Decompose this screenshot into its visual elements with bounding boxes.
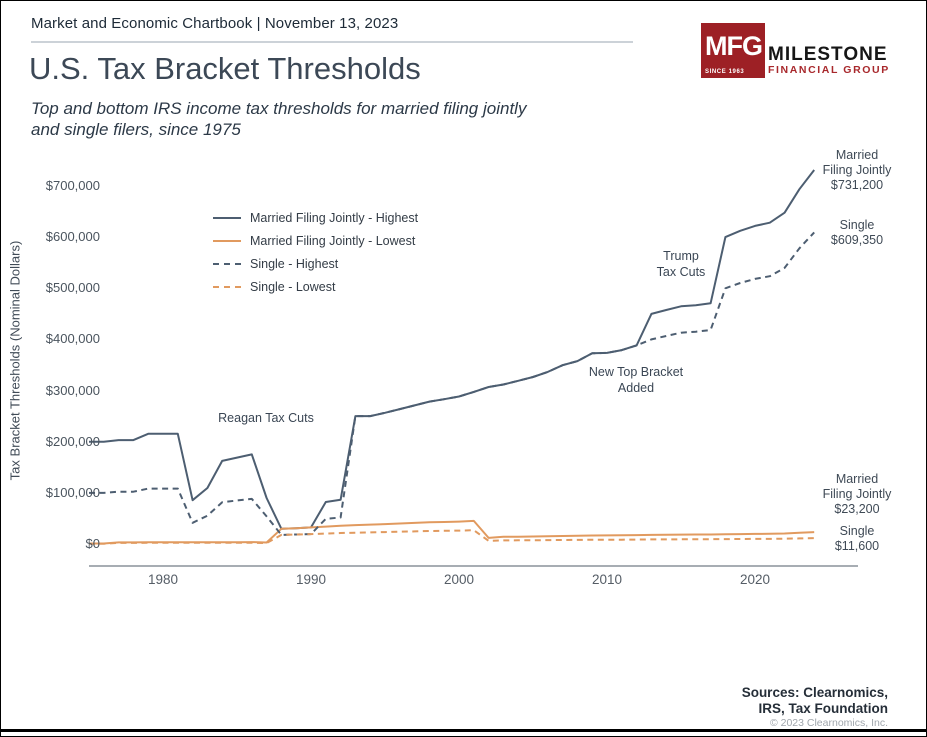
x-tick-label: 2020	[739, 572, 771, 587]
page-subtitle: Top and bottom IRS income tax thresholds…	[31, 99, 527, 139]
y-tick-label: $100,000	[45, 484, 100, 500]
legend-swatch-solid-line	[213, 216, 241, 219]
mfg-logo: MFG SINCE 1963 MILESTONE FINANCIAL GROUP	[701, 23, 890, 78]
legend-swatch-dashed-line	[213, 285, 241, 288]
y-tick-label: $200,000	[45, 433, 100, 449]
y-tick-label: $300,000	[45, 382, 100, 398]
bottom-rule	[1, 729, 926, 732]
copyright-text: © 2023 Clearnomics, Inc.	[769, 717, 888, 729]
legend-swatch-solid-line	[213, 239, 241, 242]
legend-item: Married Filing Jointly - Highest	[213, 206, 418, 229]
mfg-logo-text: MILESTONE FINANCIAL GROUP	[768, 45, 890, 78]
legend-item: Married Filing Jointly - Lowest	[213, 229, 418, 252]
end-label-single-highest: Single $609,350	[830, 218, 884, 247]
y-tick-label: $400,000	[45, 331, 100, 347]
mfg-logo-acronym: MFG	[705, 31, 763, 61]
y-tick-label: $700,000	[45, 178, 100, 193]
legend-label: Single - Highest	[250, 256, 339, 271]
chart-legend: Married Filing Jointly - Highest Married …	[213, 206, 418, 298]
mfg-logo-name: MILESTONE	[768, 44, 888, 65]
series-line-3	[89, 529, 815, 545]
series-line-0	[89, 169, 815, 530]
annotation-reagan-tax-cuts: Reagan Tax Cuts	[218, 411, 314, 425]
annotation-new-top-bracket: New Top Bracket Added	[588, 365, 684, 395]
legend-label: Married Filing Jointly - Lowest	[250, 233, 416, 248]
y-tick-label: $500,000	[45, 280, 100, 296]
x-tick-label: 1980	[147, 572, 179, 587]
mfg-logo-since: SINCE 1963	[705, 69, 745, 75]
end-label-mfj-highest: Married Filing Jointly $731,200	[822, 148, 892, 192]
x-tick-label: 2000	[443, 572, 475, 587]
x-tick-label: 2010	[591, 572, 623, 587]
series-line-1	[89, 519, 815, 545]
legend-item: Single - Highest	[213, 252, 418, 275]
annotation-trump-tax-cuts: Trump Tax Cuts	[656, 249, 706, 279]
legend-label: Married Filing Jointly - Highest	[250, 210, 419, 225]
chartbook-header: Market and Economic Chartbook | November…	[31, 15, 399, 32]
sources-text: Sources: Clearnomics, IRS, Tax Foundatio…	[741, 685, 888, 716]
x-tick-label: 1990	[295, 572, 327, 587]
y-tick-label: $0	[85, 536, 100, 551]
end-label-mfj-lowest: Married Filing Jointly $23,200	[822, 472, 892, 516]
end-label-single-lowest: Single $11,600	[834, 524, 880, 553]
page-title: U.S. Tax Bracket Thresholds	[29, 51, 421, 86]
y-tick-label: $600,000	[45, 229, 100, 245]
header-rule	[31, 41, 633, 43]
mfg-logo-square: MFG SINCE 1963	[701, 23, 765, 78]
legend-swatch-dashed-line	[213, 262, 241, 265]
legend-label: Single - Lowest	[250, 279, 336, 294]
legend-item: Single - Lowest	[213, 275, 418, 298]
mfg-logo-subname: FINANCIAL GROUP	[768, 64, 890, 76]
